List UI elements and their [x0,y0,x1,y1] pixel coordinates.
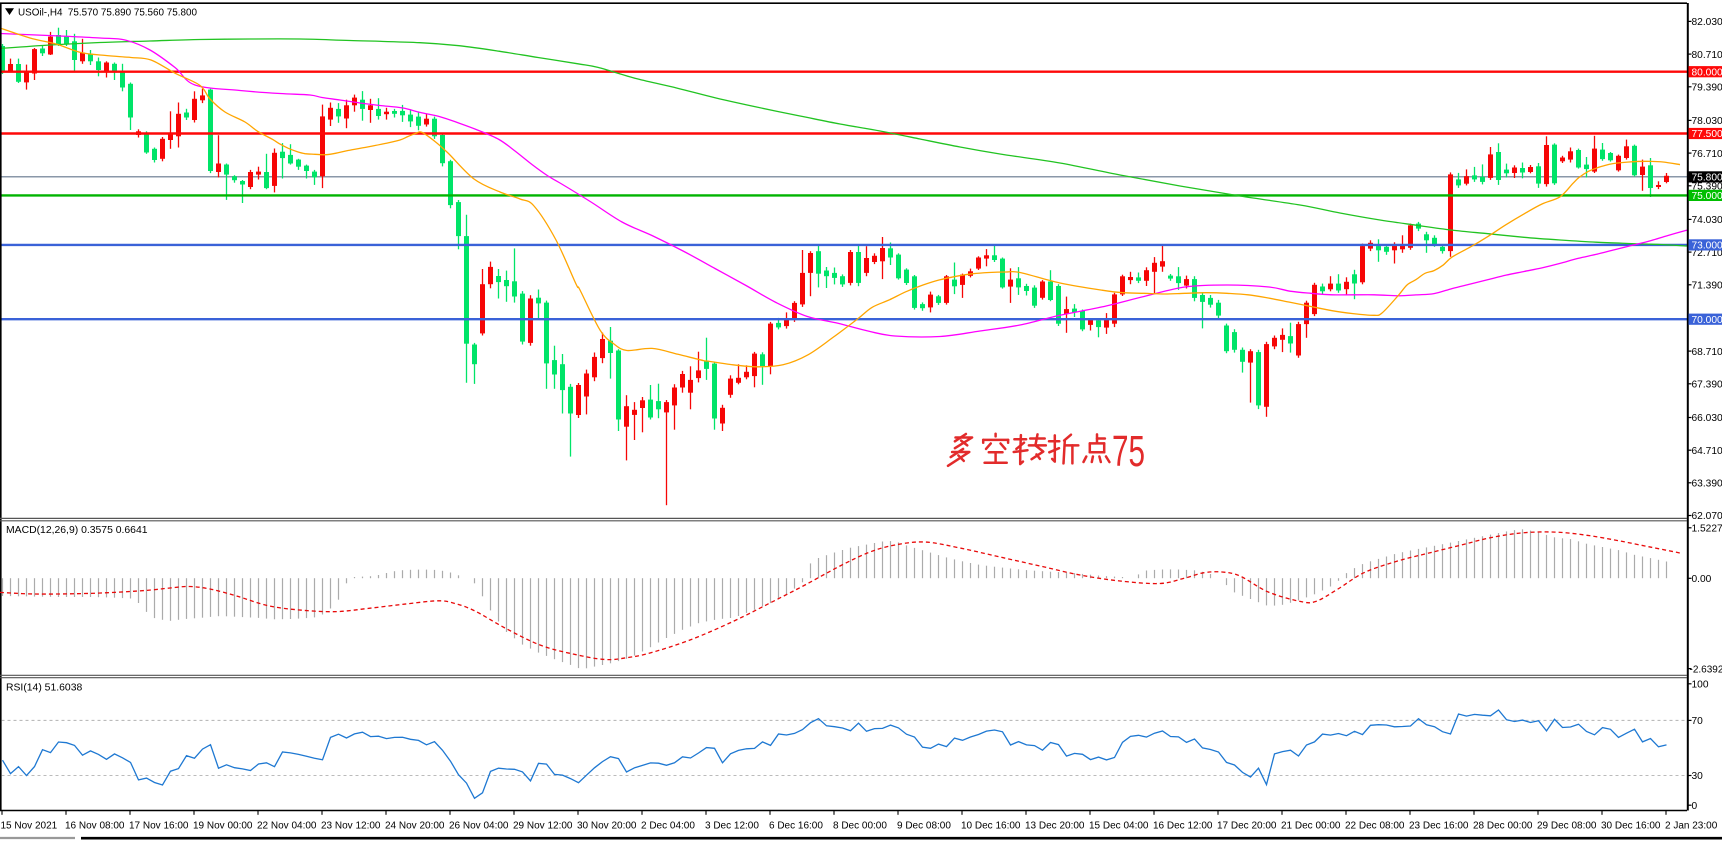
svg-text:63.390: 63.390 [1692,479,1722,490]
svg-text:75.800: 75.800 [1692,172,1722,183]
svg-text:15 Nov 2021: 15 Nov 2021 [1,821,58,832]
svg-text:2 Jan 23:00: 2 Jan 23:00 [1665,821,1718,832]
svg-text:29 Nov 12:00: 29 Nov 12:00 [513,821,573,832]
svg-text:68.710: 68.710 [1692,347,1722,358]
svg-text:64.710: 64.710 [1692,446,1722,457]
svg-text:74.030: 74.030 [1692,215,1722,226]
svg-text:MACD(12,26,9) 0.3575 0.6641: MACD(12,26,9) 0.3575 0.6641 [6,525,148,536]
svg-text:79.390: 79.390 [1692,83,1722,94]
svg-text:9 Dec 08:00: 9 Dec 08:00 [897,821,951,832]
svg-text:76.710: 76.710 [1692,149,1722,160]
svg-text:2 Dec 04:00: 2 Dec 04:00 [641,821,695,832]
svg-text:22 Dec 08:00: 22 Dec 08:00 [1345,821,1405,832]
svg-text:72.710: 72.710 [1692,248,1722,259]
svg-text:75.000: 75.000 [1692,191,1722,202]
svg-text:80.000: 80.000 [1692,67,1722,78]
svg-text:29 Dec 08:00: 29 Dec 08:00 [1537,821,1597,832]
svg-text:-2.6392: -2.6392 [1690,664,1722,675]
svg-text:13 Dec 20:00: 13 Dec 20:00 [1025,821,1085,832]
svg-text:75: 75 [1112,428,1145,476]
svg-text:71.390: 71.390 [1692,281,1722,292]
svg-text:62.070: 62.070 [1692,511,1722,522]
svg-text:30 Dec 16:00: 30 Dec 16:00 [1601,821,1661,832]
svg-text:82.030: 82.030 [1692,17,1722,28]
svg-text:28 Dec 00:00: 28 Dec 00:00 [1473,821,1533,832]
svg-text:1.5227: 1.5227 [1692,524,1722,535]
svg-text:17 Dec 20:00: 17 Dec 20:00 [1217,821,1277,832]
svg-text:70: 70 [1692,716,1704,727]
svg-text:6 Dec 16:00: 6 Dec 16:00 [769,821,823,832]
svg-text:77.500: 77.500 [1692,129,1722,140]
svg-text:21 Dec 00:00: 21 Dec 00:00 [1281,821,1341,832]
svg-text:66.030: 66.030 [1692,413,1722,424]
svg-text:24 Nov 20:00: 24 Nov 20:00 [385,821,445,832]
svg-text:16 Nov 08:00: 16 Nov 08:00 [65,821,125,832]
svg-text:80.710: 80.710 [1692,50,1722,61]
svg-text:23 Nov 12:00: 23 Nov 12:00 [321,821,381,832]
svg-text:75.390: 75.390 [1692,182,1722,193]
svg-text:78.030: 78.030 [1692,116,1722,127]
svg-text:17 Nov 16:00: 17 Nov 16:00 [129,821,189,832]
svg-text:8 Dec 00:00: 8 Dec 00:00 [833,821,887,832]
svg-text:70.000: 70.000 [1692,315,1722,326]
svg-text:3 Dec 12:00: 3 Dec 12:00 [705,821,759,832]
svg-text:26 Nov 04:00: 26 Nov 04:00 [449,821,509,832]
svg-text:15 Dec 04:00: 15 Dec 04:00 [1089,821,1149,832]
svg-text:USOil-,H4 75.570 75.890 75.56: USOil-,H4 75.570 75.890 75.560 75.800 [18,7,197,18]
svg-text:16 Dec 12:00: 16 Dec 12:00 [1153,821,1213,832]
svg-text:23 Dec 16:00: 23 Dec 16:00 [1409,821,1469,832]
svg-text:0.00: 0.00 [1692,574,1712,585]
svg-text:19 Nov 00:00: 19 Nov 00:00 [193,821,253,832]
svg-text:10 Dec 16:00: 10 Dec 16:00 [961,821,1021,832]
svg-text:RSI(14) 51.6038: RSI(14) 51.6038 [6,683,82,694]
svg-text:73.000: 73.000 [1692,241,1722,252]
svg-text:30 Nov 20:00: 30 Nov 20:00 [577,821,637,832]
svg-text:22 Nov 04:00: 22 Nov 04:00 [257,821,317,832]
svg-text:30: 30 [1692,771,1704,782]
svg-text:100: 100 [1692,680,1709,691]
svg-text:0: 0 [1692,801,1698,812]
svg-text:67.390: 67.390 [1692,380,1722,391]
